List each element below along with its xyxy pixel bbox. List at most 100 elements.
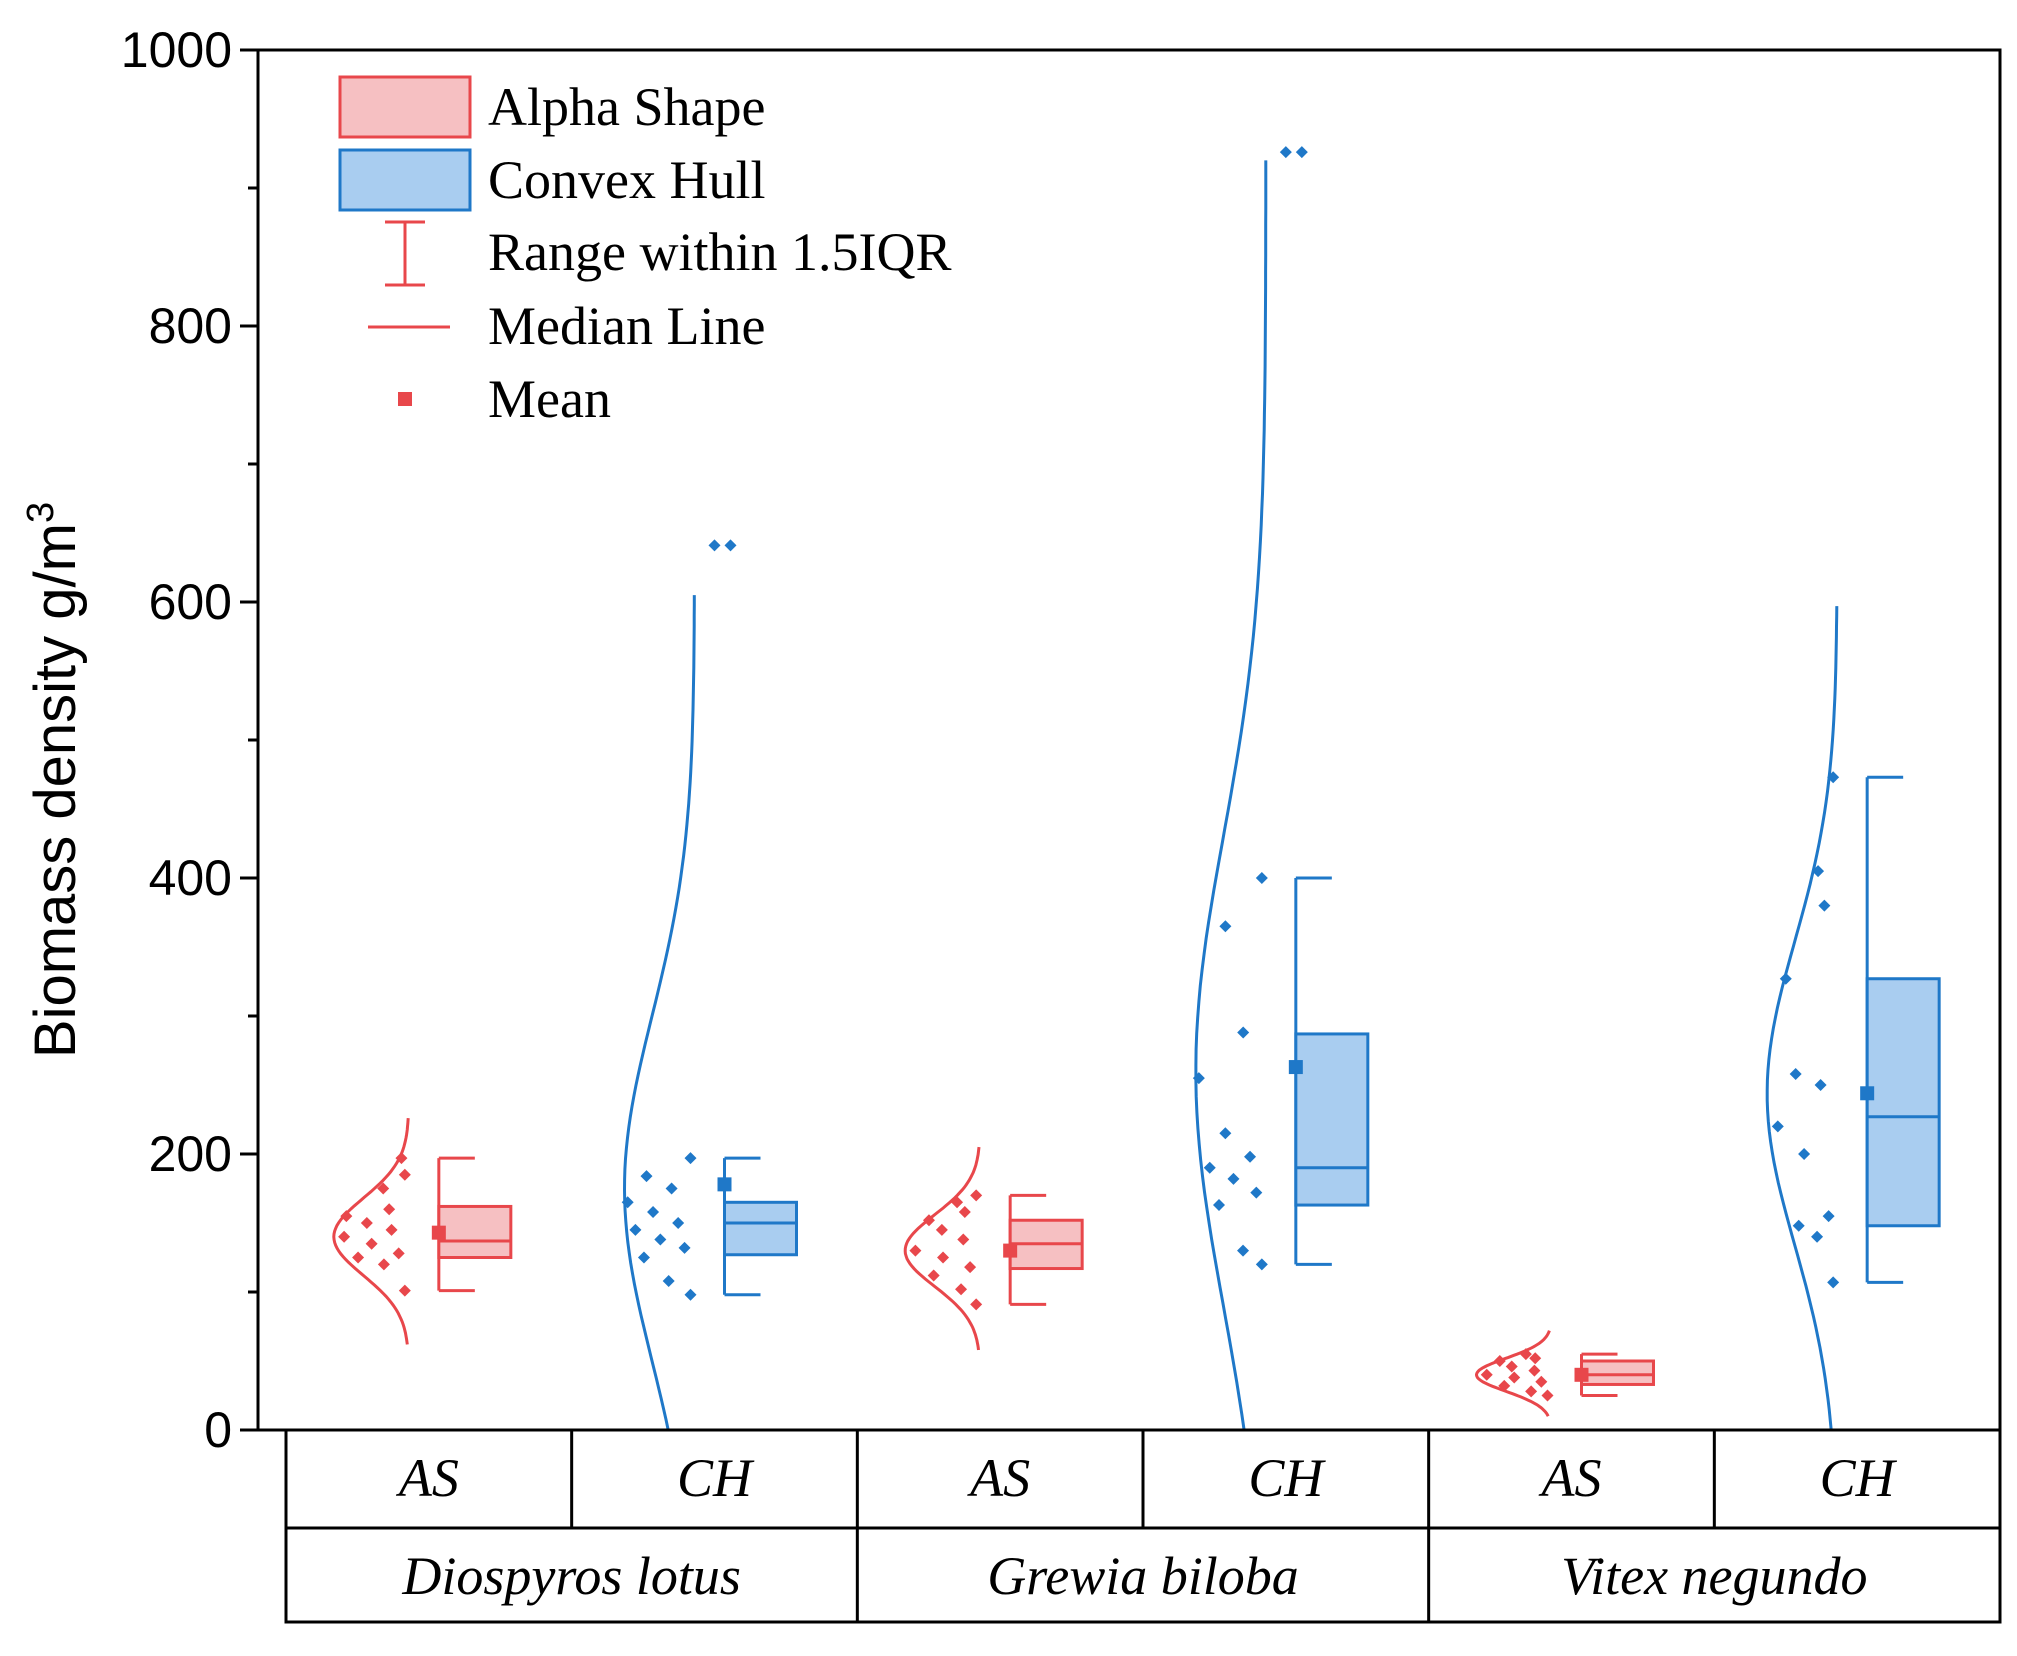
method-label: AS bbox=[1539, 1448, 1602, 1508]
outlier-point bbox=[1295, 146, 1308, 159]
data-point bbox=[1219, 1127, 1232, 1140]
data-point bbox=[1250, 1186, 1263, 1199]
data-point bbox=[935, 1223, 948, 1236]
species-label: Vitex negundo bbox=[1561, 1546, 1867, 1606]
data-point bbox=[637, 1251, 650, 1264]
data-point bbox=[970, 1298, 983, 1311]
legend-label-alpha-shape: Alpha Shape bbox=[488, 77, 765, 137]
legend-swatch-alpha-shape bbox=[338, 75, 472, 139]
data-point bbox=[1498, 1379, 1511, 1392]
box-plots bbox=[431, 775, 1941, 1397]
data-point bbox=[1192, 1072, 1205, 1085]
y-axis: 0 200 400 600 800 1000 bbox=[121, 22, 258, 1458]
legend-swatch-convex-hull bbox=[338, 148, 472, 212]
data-point bbox=[365, 1237, 378, 1250]
data-point bbox=[970, 1189, 983, 1202]
distribution-curve bbox=[903, 1146, 981, 1351]
mean-marker bbox=[717, 1177, 732, 1192]
data-point bbox=[654, 1233, 667, 1246]
data-point bbox=[684, 1152, 697, 1165]
data-point bbox=[395, 1152, 408, 1165]
data-point bbox=[922, 1214, 935, 1227]
y-axis-title: Biomass density g/m3 bbox=[20, 502, 88, 1058]
data-point bbox=[1789, 1067, 1802, 1080]
iqr-box bbox=[1580, 1359, 1655, 1386]
y-axis-title-superscript: 3 bbox=[20, 502, 62, 523]
method-label: AS bbox=[396, 1448, 459, 1508]
outlier-point bbox=[724, 539, 737, 552]
data-point bbox=[1812, 865, 1825, 878]
data-point bbox=[662, 1274, 675, 1287]
data-point bbox=[338, 1230, 351, 1243]
data-point bbox=[1792, 1219, 1805, 1232]
y-tick-label: 600 bbox=[149, 574, 232, 630]
data-point bbox=[1237, 1026, 1250, 1039]
data-point bbox=[1219, 920, 1232, 933]
data-point bbox=[1505, 1360, 1518, 1373]
distribution-curve bbox=[1474, 1330, 1551, 1417]
data-point bbox=[352, 1251, 365, 1264]
data-point bbox=[937, 1251, 950, 1264]
mean-marker bbox=[1003, 1243, 1018, 1258]
iqr-box bbox=[437, 1204, 513, 1259]
outlier-point bbox=[1279, 146, 1292, 159]
distribution-curve bbox=[332, 1117, 410, 1345]
distribution-curve bbox=[1194, 160, 1268, 1431]
data-point bbox=[1508, 1371, 1521, 1384]
data-point bbox=[964, 1261, 977, 1274]
data-point bbox=[360, 1217, 373, 1229]
data-point bbox=[951, 1196, 964, 1209]
data-point bbox=[392, 1247, 405, 1260]
distribution-curve bbox=[1765, 606, 1839, 1431]
data-point bbox=[647, 1205, 660, 1218]
data-point bbox=[340, 1210, 353, 1223]
data-point bbox=[957, 1233, 970, 1246]
mean-marker bbox=[1574, 1367, 1589, 1382]
legend-label-range: Range within 1.5IQR bbox=[488, 222, 951, 282]
iqr-box bbox=[1865, 977, 1941, 1228]
outlier-point bbox=[708, 539, 721, 552]
y-tick-label: 200 bbox=[149, 1126, 232, 1182]
data-point bbox=[1519, 1348, 1532, 1361]
data-point bbox=[927, 1269, 940, 1282]
data-point bbox=[1493, 1355, 1506, 1367]
mean-marker bbox=[431, 1225, 446, 1240]
data-point bbox=[1771, 1120, 1784, 1133]
data-point bbox=[1827, 1276, 1840, 1289]
data-point bbox=[1822, 1210, 1835, 1223]
data-point bbox=[1480, 1368, 1493, 1381]
data-point bbox=[383, 1203, 396, 1216]
data-point bbox=[377, 1182, 390, 1195]
legend-mean-marker bbox=[398, 392, 412, 406]
data-point bbox=[665, 1182, 678, 1195]
data-point bbox=[1255, 872, 1268, 884]
data-point bbox=[1541, 1389, 1554, 1402]
data-point bbox=[1814, 1079, 1827, 1091]
iqr-box bbox=[1294, 1032, 1370, 1207]
method-label: AS bbox=[967, 1448, 1030, 1508]
data-point bbox=[629, 1223, 642, 1236]
species-label: Diospyros lotus bbox=[401, 1546, 741, 1606]
data-point bbox=[1528, 1364, 1541, 1377]
data-point bbox=[385, 1223, 398, 1236]
data-point bbox=[672, 1217, 685, 1229]
data-point bbox=[1227, 1172, 1240, 1185]
data-point bbox=[1213, 1199, 1226, 1212]
data-point bbox=[398, 1284, 411, 1297]
data-point bbox=[1203, 1161, 1216, 1174]
y-tick-label: 400 bbox=[149, 850, 232, 906]
data-point bbox=[1811, 1230, 1824, 1243]
data-point bbox=[1535, 1375, 1548, 1388]
data-point bbox=[955, 1283, 968, 1296]
legend: Alpha Shape Convex Hull Range within 1.5IQ… bbox=[338, 75, 951, 429]
data-point bbox=[1818, 899, 1831, 912]
data-point bbox=[377, 1258, 390, 1271]
legend-label-convex-hull: Convex Hull bbox=[488, 150, 766, 210]
data-point bbox=[398, 1168, 411, 1181]
data-point bbox=[909, 1244, 922, 1257]
data-point bbox=[621, 1196, 634, 1209]
data-point bbox=[678, 1241, 691, 1254]
method-label: CH bbox=[1820, 1448, 1898, 1508]
species-label: Grewia biloba bbox=[987, 1546, 1299, 1606]
